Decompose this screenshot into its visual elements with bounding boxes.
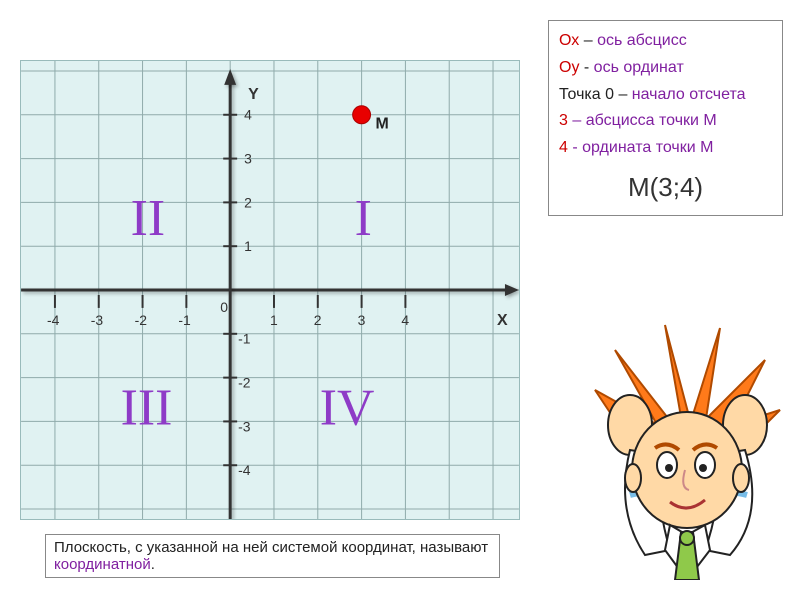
svg-text:3: 3 xyxy=(358,312,366,328)
y-tick-labels: 1 2 3 4 -1 -2 -3 -4 xyxy=(238,107,252,478)
svg-text:-1: -1 xyxy=(178,312,191,328)
legend-box: Ох – ось абсцисс Оу - ось ординат Точка … xyxy=(548,20,783,216)
cartoon-figure xyxy=(575,320,795,580)
legend-result: М(3;4) xyxy=(559,167,772,207)
svg-text:2: 2 xyxy=(314,312,322,328)
svg-text:-2: -2 xyxy=(135,312,148,328)
svg-text:4: 4 xyxy=(244,107,252,123)
legend-line-abscissa: 3 – абсцисса точки М xyxy=(559,109,772,134)
point-m-label: М xyxy=(376,116,389,133)
svg-text:1: 1 xyxy=(244,238,252,254)
x-axis-label: Х xyxy=(497,312,508,329)
legend-line-origin: Точка 0 – начало отсчета xyxy=(559,83,772,108)
legend-line-ordinate: 4 - ордината точки М xyxy=(559,136,772,161)
svg-text:-4: -4 xyxy=(47,312,60,328)
svg-text:3: 3 xyxy=(244,151,252,167)
origin-label: 0 xyxy=(220,299,228,315)
caption-text-1: Плоскость, с указанной на ней системой к… xyxy=(54,539,488,556)
svg-text:-4: -4 xyxy=(238,462,251,478)
caption-text-3: . xyxy=(151,556,155,573)
svg-text:1: 1 xyxy=(270,312,278,328)
svg-text:-3: -3 xyxy=(238,418,251,434)
legend-line-oy: Оу - ось ординат xyxy=(559,56,772,81)
svg-text:-2: -2 xyxy=(238,375,251,391)
legend-line-ox: Ох – ось абсцисс xyxy=(559,29,772,54)
caption-box: Плоскость, с указанной на ней системой к… xyxy=(45,534,500,578)
coordinate-plane: -4 -3 -2 -1 1 2 3 4 1 2 3 4 -1 -2 -3 -4 … xyxy=(20,60,520,520)
svg-text:-3: -3 xyxy=(91,312,104,328)
quadrant-4: IV xyxy=(320,379,375,436)
coord-svg: -4 -3 -2 -1 1 2 3 4 1 2 3 4 -1 -2 -3 -4 … xyxy=(21,61,519,519)
quadrant-2: II xyxy=(131,190,165,247)
quadrant-3: III xyxy=(121,379,173,436)
svg-text:-1: -1 xyxy=(238,331,251,347)
caption-text-2: координатной xyxy=(54,556,151,573)
axes xyxy=(21,69,519,519)
point-m-marker xyxy=(353,106,371,124)
quadrant-1: I xyxy=(355,190,372,247)
x-tick-labels: -4 -3 -2 -1 1 2 3 4 xyxy=(47,312,409,328)
y-axis-label: Y xyxy=(248,86,259,103)
svg-text:2: 2 xyxy=(244,194,252,210)
svg-text:4: 4 xyxy=(401,312,409,328)
